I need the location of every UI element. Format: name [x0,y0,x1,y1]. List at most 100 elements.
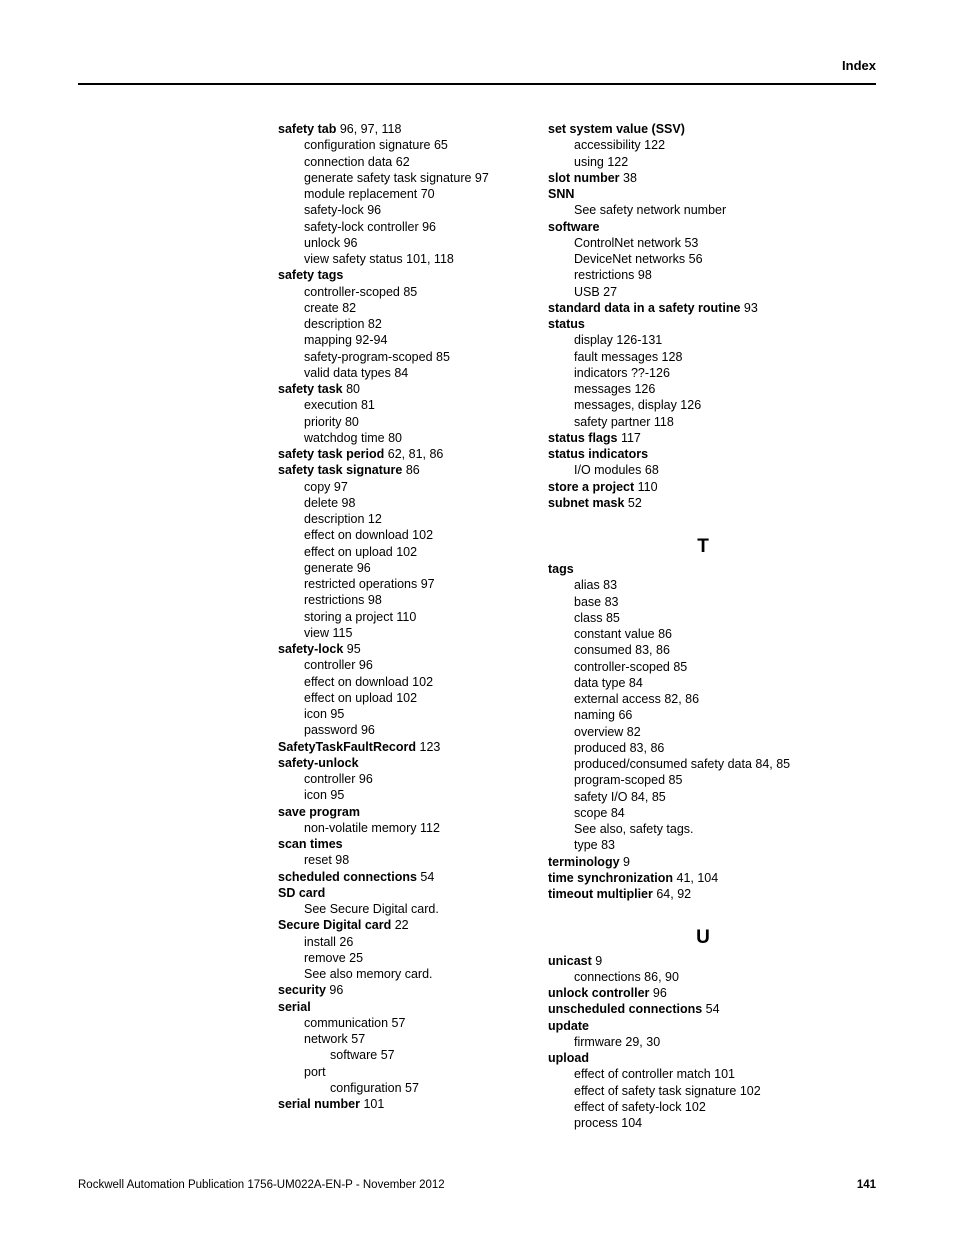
section-letter: T [548,535,858,558]
index-term: terminology 9 [548,855,858,870]
index-term-pages: 9 [620,855,630,869]
index-subentry: type 83 [574,838,858,853]
index-subentry: effect on download 102 [304,528,538,543]
index-term: safety-unlock [278,756,538,771]
index-subentry: execution 81 [304,398,538,413]
index-subentry: class 85 [574,611,858,626]
index-term: unicast 9 [548,954,858,969]
index-term: safety-lock 95 [278,642,538,657]
index-subentry: overview 82 [574,725,858,740]
index-term-pages: 96 [326,983,343,997]
index-columns: safety tab 96, 97, 118configuration sign… [78,121,876,1131]
index-term-label: scheduled connections [278,870,417,884]
index-subentry: mapping 92-94 [304,333,538,348]
index-term: SD card [278,886,538,901]
index-term: save program [278,805,538,820]
index-term: status flags 117 [548,431,858,446]
index-term-label: status flags [548,431,617,445]
index-subentry: program-scoped 85 [574,773,858,788]
index-term-label: safety tags [278,268,343,282]
index-subentry: See also, safety tags. [574,822,858,837]
index-term: store a project 110 [548,480,858,495]
index-subentry: create 82 [304,301,538,316]
index-term: set system value (SSV) [548,122,858,137]
index-subentry: firmware 29, 30 [574,1035,858,1050]
index-term-label: unicast [548,954,592,968]
index-subentry: effect of controller match 101 [574,1067,858,1082]
index-term-label: serial number [278,1097,360,1111]
index-subentry: display 126-131 [574,333,858,348]
index-term-pages: 96, 97, 118 [336,122,401,136]
index-subentry: See also memory card. [304,967,538,982]
index-subentry: See safety network number [574,203,858,218]
index-subentry: effect on download 102 [304,675,538,690]
index-term-pages: 54 [702,1002,719,1016]
index-subentry: unlock 96 [304,236,538,251]
index-term: scan times [278,837,538,852]
index-term-pages: 117 [617,431,640,445]
index-subentry: watchdog time 80 [304,431,538,446]
header-rule [78,83,876,85]
index-term: scheduled connections 54 [278,870,538,885]
index-subentry: produced 83, 86 [574,741,858,756]
index-subentry: communication 57 [304,1016,538,1031]
index-subentry: restricted operations 97 [304,577,538,592]
index-term-label: terminology [548,855,620,869]
index-subentry: controller-scoped 85 [574,660,858,675]
index-term-label: set system value (SSV) [548,122,685,136]
index-subentry: generate 96 [304,561,538,576]
index-subentry: view 115 [304,626,538,641]
index-column-left: safety tab 96, 97, 118configuration sign… [278,121,538,1131]
index-term-pages: 41, 104 [673,871,718,885]
index-subentry: install 26 [304,935,538,950]
index-term-pages: 52 [624,496,641,510]
index-subentry: password 96 [304,723,538,738]
index-subentry: effect on upload 102 [304,691,538,706]
index-term-pages: 54 [417,870,434,884]
index-subentry: configuration signature 65 [304,138,538,153]
index-term: SNN [548,187,858,202]
page-number: 141 [857,1179,876,1191]
index-term: slot number 38 [548,171,858,186]
index-term-label: safety task [278,382,343,396]
index-subentry: reset 98 [304,853,538,868]
index-term-label: serial [278,1000,311,1014]
index-term-label: subnet mask [548,496,624,510]
index-subentry: description 12 [304,512,538,527]
index-term-label: SNN [548,187,574,201]
index-subentry: messages, display 126 [574,398,858,413]
header-label: Index [78,58,876,73]
index-subentry: network 57 [304,1032,538,1047]
index-term-label: store a project [548,480,634,494]
page: Index safety tab 96, 97, 118configuratio… [0,0,954,1235]
index-term: unscheduled connections 54 [548,1002,858,1017]
index-subentry: data type 84 [574,676,858,691]
index-subentry: configuration 57 [330,1081,538,1096]
index-subentry: controller 96 [304,772,538,787]
index-term-label: SafetyTaskFaultRecord [278,740,416,754]
index-subentry: software 57 [330,1048,538,1063]
index-subentry: safety-lock 96 [304,203,538,218]
index-term-pages: 38 [620,171,637,185]
index-subentry: accessibility 122 [574,138,858,153]
index-term-pages: 96 [649,986,666,1000]
index-subentry: description 82 [304,317,538,332]
index-subentry: connection data 62 [304,155,538,170]
index-subentry: effect of safety task signature 102 [574,1084,858,1099]
index-subentry: storing a project 110 [304,610,538,625]
index-term: subnet mask 52 [548,496,858,511]
index-subentry: indicators ??-126 [574,366,858,381]
index-subentry: icon 95 [304,707,538,722]
index-subentry: copy 97 [304,480,538,495]
index-subentry: valid data types 84 [304,366,538,381]
index-subentry: non-volatile memory 112 [304,821,538,836]
index-term-label: scan times [278,837,343,851]
index-term-pages: 93 [740,301,757,315]
index-term: serial number 101 [278,1097,538,1112]
index-term-label: unlock controller [548,986,649,1000]
index-term-label: status [548,317,585,331]
index-subentry: effect of safety-lock 102 [574,1100,858,1115]
index-term-label: time synchronization [548,871,673,885]
index-term-pages: 86 [402,463,419,477]
index-column-right: set system value (SSV) accessibility 122 u… [548,121,858,1131]
